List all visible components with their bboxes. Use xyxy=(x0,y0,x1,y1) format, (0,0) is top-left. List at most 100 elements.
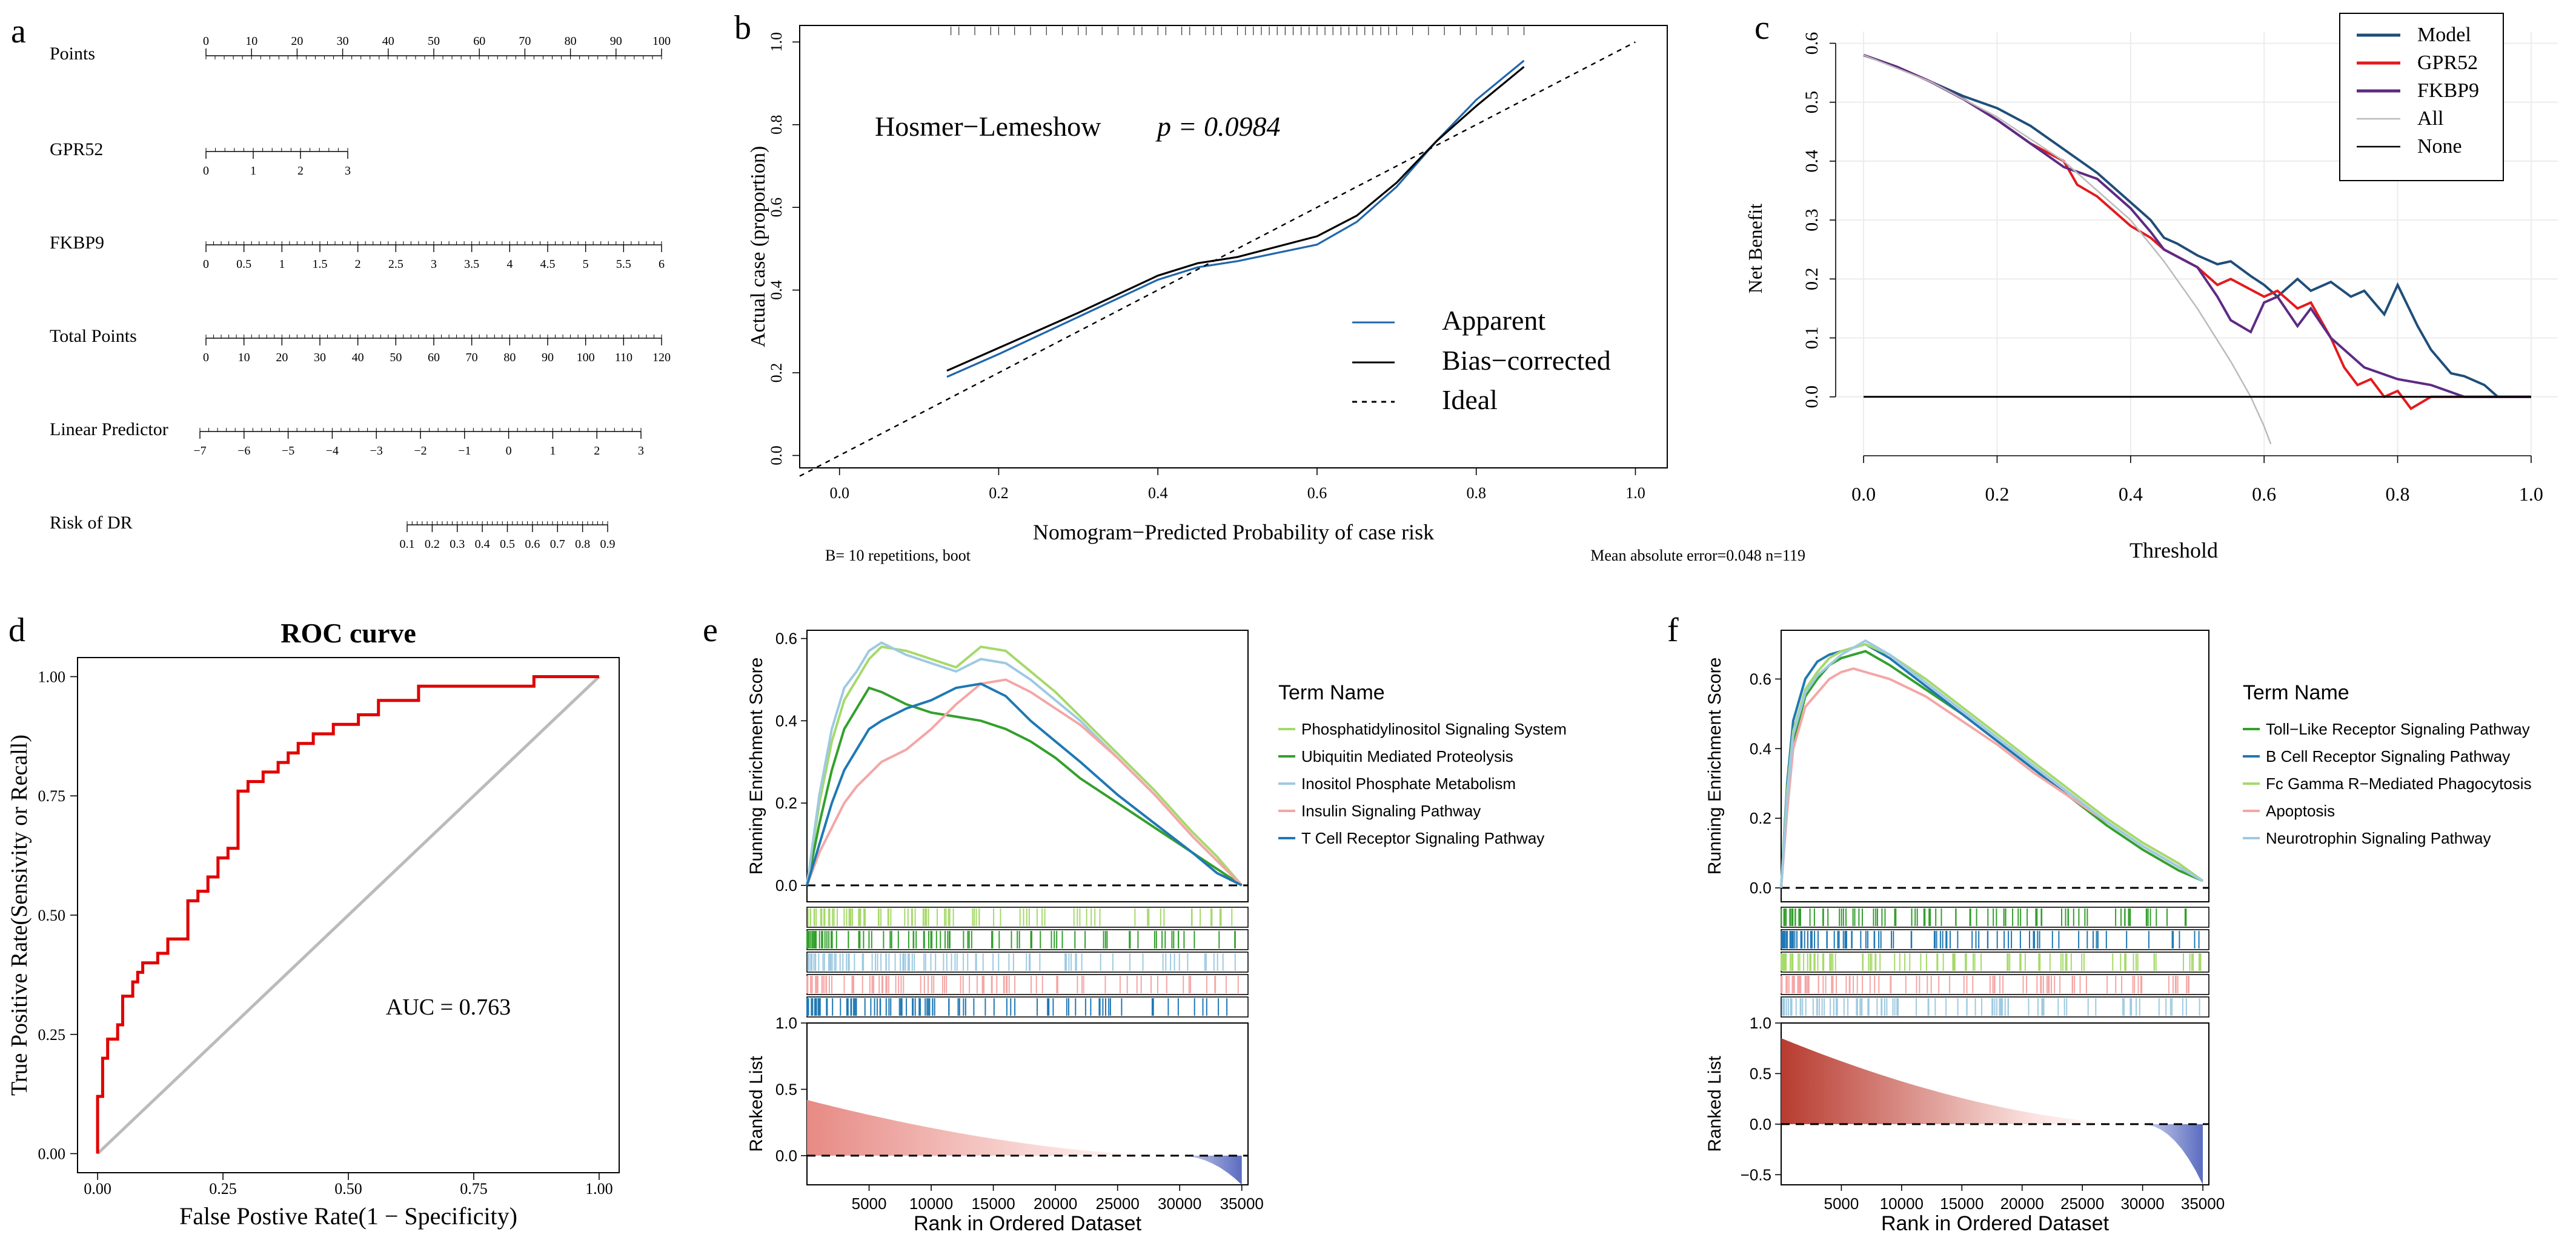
panel-letter-e: e xyxy=(703,612,718,649)
panel-f-gsea: f 0.0 0.2 0.4 0.6 Running Enrichment Score −0.… xyxy=(1667,612,2532,1235)
y-axis-label-bottom: Ranked List xyxy=(1705,1056,1725,1152)
x-tick-label: 1.0 xyxy=(2519,483,2543,505)
ranked-frame xyxy=(806,1022,1249,1185)
y-tick-label: 0.4 xyxy=(1802,150,1822,173)
enrichment-curve xyxy=(1780,639,2204,888)
nomogram-tick-label: 20 xyxy=(276,351,288,364)
nomogram-tick-label: 60 xyxy=(428,351,440,364)
enrichment-curve xyxy=(806,686,1243,887)
y-tick-label: −0.5 xyxy=(1741,1165,1771,1184)
y-tick-label: 0.5 xyxy=(775,1080,797,1098)
series-line-fkbp9 xyxy=(1863,54,2531,398)
nomogram-tick-label: 0.7 xyxy=(550,538,565,551)
nomogram-tick-label: 50 xyxy=(428,35,440,48)
nomogram-tick-label: 0.3 xyxy=(450,538,465,551)
x-tick-label: 0.2 xyxy=(989,484,1009,502)
y-axis-label-top: Running Enrichment Score xyxy=(1705,658,1725,875)
hit-marks xyxy=(806,998,1228,1016)
ranked-metric-area xyxy=(807,1099,1242,1185)
y-tick-label: 1.0 xyxy=(775,1014,797,1032)
nomogram-tick-label: 5 xyxy=(583,258,589,271)
chart-title: ROC curve xyxy=(281,618,416,648)
hit-strip-frame xyxy=(806,996,1249,1018)
enrichment-curve xyxy=(1780,667,2204,888)
nomogram-tick-label: 0.1 xyxy=(400,538,415,551)
legend-label: None xyxy=(2417,135,2462,158)
nomogram-tick-label: 20 xyxy=(291,35,303,48)
y-axis-label: Net Benefit xyxy=(1744,204,1766,294)
x-tick-label: 15000 xyxy=(971,1195,1015,1213)
x-tick-label: 5000 xyxy=(1824,1195,1859,1213)
ranked-metric-area xyxy=(1781,1038,2203,1185)
nomogram-tick-label: −6 xyxy=(237,444,250,458)
nomogram-tick-label: 40 xyxy=(352,351,364,364)
x-tick-label: 15000 xyxy=(1940,1195,1983,1213)
x-tick-label: 25000 xyxy=(1096,1195,1140,1213)
legend-term: Apoptosis xyxy=(2266,802,2335,820)
enrichment-curve xyxy=(806,641,1243,887)
legend-label: Bias−corrected xyxy=(1442,345,1611,376)
x-tick-label: 35000 xyxy=(1220,1195,1264,1213)
nomogram-row-label: FKBP9 xyxy=(50,233,104,253)
hit-marks xyxy=(807,953,1236,971)
enrichment-curve xyxy=(806,645,1243,887)
nomogram-row-label: Points xyxy=(50,44,95,64)
p-value-text: p = 0.0984 xyxy=(1155,111,1281,142)
hit-marks xyxy=(1781,976,2189,993)
hit-strip-frame xyxy=(1781,951,2209,973)
series-line-ideal xyxy=(799,41,1636,477)
x-tick-label: 0.4 xyxy=(1148,484,1168,502)
x-tick-label: 0.25 xyxy=(209,1180,237,1198)
y-tick-label: 1.0 xyxy=(768,32,785,52)
nomogram-tick-label: 90 xyxy=(610,35,622,48)
y-axis-label-top: Running Enrichment Score xyxy=(746,658,766,875)
nomogram-tick-label: 3.5 xyxy=(464,258,479,271)
nomogram-tick-label: 50 xyxy=(390,351,402,364)
nomogram-tick-label: 80 xyxy=(503,351,516,364)
y-tick-label: 0.6 xyxy=(768,198,785,218)
enrichment-curve xyxy=(1780,642,2204,888)
nomogram-tick-label: 0.9 xyxy=(600,538,616,551)
nomogram-tick-label: 1 xyxy=(549,444,556,458)
nomogram-tick-label: 1.5 xyxy=(313,258,328,271)
nomogram-tick-label: 30 xyxy=(337,35,349,48)
legend-term: B Cell Receptor Signaling Pathway xyxy=(2266,747,2510,765)
y-tick-label: 0.0 xyxy=(1802,385,1822,408)
x-tick-label: 35000 xyxy=(2181,1195,2225,1213)
nomogram-tick-label: 1 xyxy=(250,164,256,178)
x-tick-label: 20000 xyxy=(1034,1195,1077,1213)
y-tick-label: 0.2 xyxy=(1802,268,1822,291)
x-tick-label: 1.0 xyxy=(1625,484,1645,502)
y-tick-label: 0.0 xyxy=(1750,1115,1771,1133)
y-axis-label: True Positive Rate(Sensivity or Recall) xyxy=(7,735,32,1096)
x-axis-label: Nomogram−Predicted Probability of case r… xyxy=(1033,520,1434,544)
nomogram-tick-label: −1 xyxy=(458,444,471,458)
x-tick-label: 0.4 xyxy=(2119,483,2143,505)
y-tick-label: 1.00 xyxy=(38,668,66,685)
legend-label: FKBP9 xyxy=(2417,79,2479,102)
y-tick-label: 0.5 xyxy=(1750,1064,1771,1082)
nomogram-tick-label: 0.6 xyxy=(525,538,540,551)
nomogram-tick-label: 2.5 xyxy=(388,258,403,271)
x-axis-label: Rank in Ordered Dataset xyxy=(1881,1212,2110,1235)
y-tick-label: 0.0 xyxy=(1750,879,1771,897)
nomogram-tick-label: 4.5 xyxy=(540,258,556,271)
y-tick-label: 0.50 xyxy=(38,907,66,924)
enrichment-curve xyxy=(1780,642,2204,888)
x-tick-label: 0.75 xyxy=(460,1180,488,1198)
footer-right-text: Mean absolute error=0.048 n=119 xyxy=(1590,547,1805,564)
legend-term: Phosphatidylinositol Signaling System xyxy=(1301,720,1567,738)
series-line-model xyxy=(1863,54,2531,398)
legend-term: Fc Gamma R−Mediated Phagocytosis xyxy=(2266,775,2532,793)
series-line-apparent xyxy=(946,59,1525,378)
nomogram-row-label: Total Points xyxy=(50,326,137,346)
y-tick-label: 0.6 xyxy=(775,630,797,648)
hit-strip-frame xyxy=(806,951,1249,973)
x-tick-label: 1.00 xyxy=(585,1180,613,1198)
y-tick-label: 1.0 xyxy=(1750,1014,1771,1032)
series-line-biascorrected xyxy=(946,65,1525,372)
panel-letter-a: a xyxy=(11,13,26,50)
nomogram-tick-label: 110 xyxy=(615,351,632,364)
nomogram-tick-label: 40 xyxy=(382,35,394,48)
nomogram-tick-label: −2 xyxy=(414,444,427,458)
